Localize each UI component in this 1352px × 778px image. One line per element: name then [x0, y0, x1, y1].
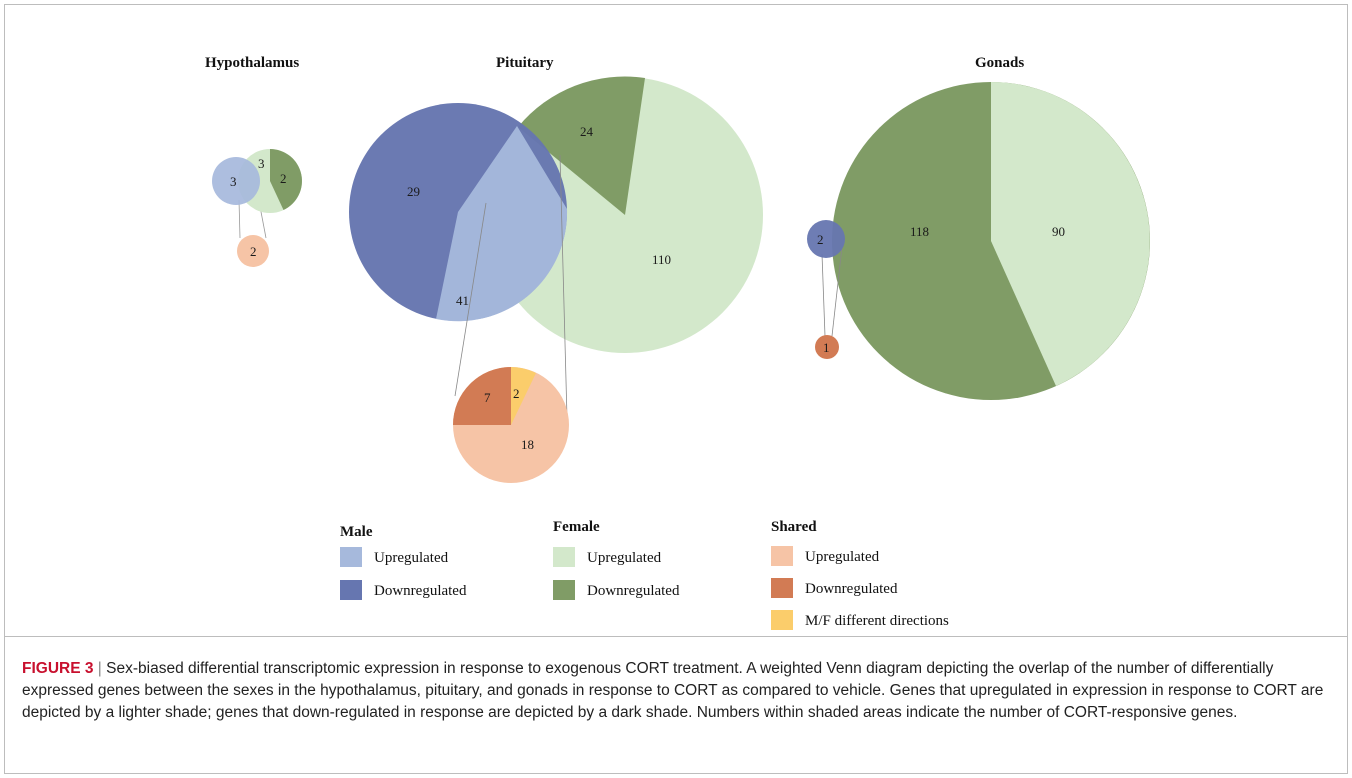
caption-divider: [4, 636, 1348, 637]
female-up-area: [991, 82, 1150, 386]
legend-shared-diff-label: M/F different directions: [805, 613, 949, 629]
shared-diff-count: 2: [513, 386, 520, 401]
shared-up-count: 2: [250, 244, 257, 259]
shared-up-count: 18: [521, 437, 534, 452]
caption-label: FIGURE 3: [22, 660, 94, 677]
shared-up-area: [237, 235, 269, 267]
male-up-area: [436, 126, 568, 322]
male-down-area: [807, 220, 845, 258]
hypothalamus-panel: Hypothalamus 3 3 2 2: [205, 55, 302, 267]
male-up-count: 3: [230, 174, 237, 189]
male-up-count: 41: [456, 293, 469, 308]
female-down-count: 2: [280, 171, 287, 186]
legend-shared-down-swatch: [771, 578, 793, 598]
female-down-area: [518, 76, 645, 215]
male-down-count: 2: [817, 232, 824, 247]
female-down-area: [270, 149, 302, 210]
gonads-panel: Gonads 2 118 90 1: [807, 55, 1150, 400]
shared-down-count: 7: [484, 390, 491, 405]
pituitary-panel: Pituitary 29 41 24 110 7 2 18: [349, 55, 763, 483]
legend-male-down-label: Downregulated: [374, 583, 467, 599]
legend-shared-up-label: Upregulated: [805, 549, 880, 565]
pituitary-title: Pituitary: [496, 55, 554, 71]
venn-diagram: Hypothalamus 3 3 2 2 Pituitary 29 41 24: [205, 55, 1150, 630]
legend-female-down-label: Downregulated: [587, 583, 680, 599]
legend-female-down-swatch: [553, 580, 575, 600]
connector-line: [238, 199, 241, 239]
legend-male-heading: Male: [340, 524, 373, 540]
legend-shared-down-label: Downregulated: [805, 581, 898, 597]
female-down-count: 118: [910, 224, 929, 239]
connector-line: [559, 154, 568, 419]
legend: Male Upregulated Downregulated Female Up…: [340, 519, 949, 630]
legend-female-up-swatch: [553, 547, 575, 567]
male-down-count: 29: [407, 184, 420, 199]
legend-male-down-swatch: [340, 580, 362, 600]
legend-male-up-swatch: [340, 547, 362, 567]
female-up-count: 3: [258, 156, 265, 171]
legend-male-up-label: Upregulated: [374, 550, 449, 566]
connector-line: [454, 202, 487, 397]
legend-female-heading: Female: [553, 519, 600, 535]
female-up-count: 110: [652, 252, 671, 267]
shared-down-area: [815, 335, 839, 359]
legend-shared-up-swatch: [771, 546, 793, 566]
connector-line: [821, 253, 826, 337]
female-down-count: 24: [580, 124, 594, 139]
connector-line: [831, 246, 843, 337]
legend-female-up-label: Upregulated: [587, 550, 662, 566]
legend-shared-diff-swatch: [771, 610, 793, 630]
caption-separator: |: [97, 660, 102, 677]
caption-text: Sex-biased differential transcriptomic e…: [22, 660, 1324, 721]
shared-diff-area: [511, 367, 536, 425]
shared-down-area: [453, 367, 511, 425]
legend-shared-heading: Shared: [771, 519, 817, 535]
female-up-count: 90: [1052, 224, 1065, 239]
figure-caption: FIGURE 3 | Sex-biased differential trans…: [22, 658, 1332, 724]
hypothalamus-title: Hypothalamus: [205, 55, 299, 71]
gonads-title: Gonads: [975, 55, 1024, 71]
shared-down-count: 1: [823, 340, 830, 355]
male-up-area: [212, 157, 260, 205]
